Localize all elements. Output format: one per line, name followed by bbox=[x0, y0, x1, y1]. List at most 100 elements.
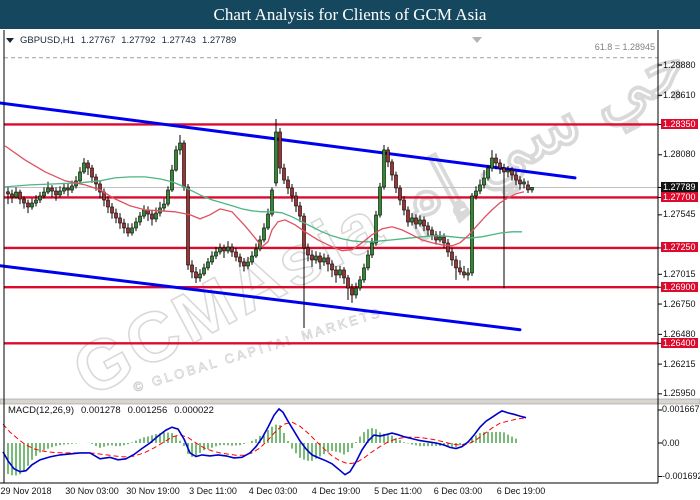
candle-body bbox=[394, 174, 398, 189]
candle-body bbox=[490, 157, 494, 169]
symbol-label: GBPUSD,H1 bbox=[20, 35, 75, 46]
current-price-badge: 1.27789 bbox=[661, 181, 698, 192]
macd-value-main: 0.001278 bbox=[81, 405, 121, 416]
candle-body bbox=[414, 217, 418, 225]
candle-body bbox=[458, 267, 462, 273]
chart-marker-triangle-icon bbox=[472, 37, 482, 43]
candle-body bbox=[210, 255, 214, 263]
ohlc-high: 1.27792 bbox=[121, 35, 156, 46]
price-tick-label: 1.26215 bbox=[663, 358, 696, 369]
candle-body bbox=[354, 287, 358, 296]
time-axis-label: 6 Dec 19:00 bbox=[496, 486, 546, 496]
candle-body bbox=[502, 167, 506, 173]
candle-body bbox=[62, 187, 66, 192]
candle-body bbox=[286, 179, 290, 189]
level-price-badge: 1.27250 bbox=[661, 242, 698, 253]
candle-body bbox=[514, 174, 518, 181]
candle-body bbox=[306, 247, 310, 256]
candle-body bbox=[138, 215, 142, 223]
macd-indicator-header: MACD(12,26,9) 0.001278 0.001256 0.000022 bbox=[8, 405, 214, 416]
candle-body bbox=[406, 209, 410, 223]
candle-body bbox=[350, 287, 354, 296]
time-axis-label: 4 Dec 19:00 bbox=[311, 486, 361, 496]
macd-main-line bbox=[2, 407, 527, 476]
candle-body bbox=[510, 169, 514, 176]
candle-body bbox=[42, 191, 46, 197]
candle-body bbox=[318, 255, 322, 263]
candle-body bbox=[270, 189, 274, 215]
candle-body bbox=[118, 217, 122, 224]
candle-body bbox=[154, 212, 158, 220]
time-axis-label: 6 Dec 03:00 bbox=[433, 486, 483, 496]
candle-body bbox=[106, 199, 110, 208]
candle-body bbox=[338, 269, 342, 276]
candle-body bbox=[358, 279, 362, 289]
time-axis-label: 3 Dec 11:00 bbox=[189, 486, 237, 496]
candle-body bbox=[122, 222, 126, 229]
candle-body bbox=[474, 190, 478, 197]
macd-scale-label: -0.001692 bbox=[662, 471, 700, 481]
macd-value-hist: 0.000022 bbox=[174, 405, 214, 416]
candle-body bbox=[214, 251, 218, 257]
candle-body bbox=[250, 255, 254, 263]
trendline-lower-channel[interactable] bbox=[0, 264, 522, 332]
candle-body bbox=[30, 202, 34, 208]
candle-body bbox=[150, 213, 154, 220]
price-tick-label: 1.27545 bbox=[663, 209, 696, 220]
candle-body bbox=[182, 142, 186, 188]
candle-body bbox=[342, 269, 346, 279]
candle-body bbox=[470, 195, 474, 274]
candle-body bbox=[194, 271, 198, 279]
candle-body bbox=[26, 202, 30, 208]
candle-body bbox=[206, 261, 210, 269]
candle-body bbox=[434, 234, 438, 241]
candle-body bbox=[314, 255, 318, 261]
candle-body bbox=[530, 187, 534, 191]
candle-body bbox=[18, 191, 22, 200]
candle-body bbox=[78, 171, 82, 182]
price-tick-label: 1.26750 bbox=[663, 298, 696, 309]
candle-body bbox=[346, 277, 350, 289]
symbol-dropdown-icon[interactable] bbox=[6, 38, 14, 43]
candle-body bbox=[46, 187, 50, 193]
window-title: Chart Analysis for Clients of GCM Asia bbox=[0, 0, 700, 29]
time-axis-label: 4 Dec 03:00 bbox=[248, 486, 298, 496]
macd-label: MACD(12,26,9) bbox=[8, 405, 74, 416]
candle-body bbox=[274, 131, 278, 184]
candle-body bbox=[498, 162, 502, 169]
candle-body bbox=[422, 219, 426, 227]
candle-body bbox=[478, 184, 482, 192]
candle-body bbox=[390, 161, 394, 176]
candle-body bbox=[190, 264, 194, 273]
price-tick-label: 1.27015 bbox=[663, 268, 696, 279]
candle-body bbox=[186, 186, 190, 266]
candle-body bbox=[134, 221, 138, 229]
candle-body bbox=[418, 219, 422, 225]
candle-body bbox=[34, 199, 38, 204]
candle-body bbox=[398, 187, 402, 201]
candle-body bbox=[322, 257, 326, 263]
ma-red-line bbox=[4, 145, 525, 252]
panel-separator[interactable] bbox=[0, 398, 700, 405]
ohlc-close: 1.27789 bbox=[201, 35, 237, 46]
time-axis-label: 30 Nov 19:00 bbox=[126, 486, 180, 496]
level-price-badge: 1.28350 bbox=[661, 118, 698, 129]
candle-body bbox=[282, 167, 286, 181]
candle-body bbox=[218, 247, 222, 253]
candle-body bbox=[266, 213, 270, 229]
symbol-header[interactable]: GBPUSD,H1 1.27767 1.27792 1.27743 1.2778… bbox=[6, 35, 236, 46]
candle-body bbox=[222, 247, 226, 252]
candle-body bbox=[326, 257, 330, 265]
candle-body bbox=[174, 149, 178, 171]
time-axis-label: 30 Nov 03:00 bbox=[65, 486, 119, 496]
candle-body bbox=[362, 267, 366, 281]
candle-body bbox=[82, 162, 86, 173]
candle-body bbox=[462, 271, 466, 276]
candle-body bbox=[230, 246, 234, 253]
candle-body bbox=[522, 181, 526, 185]
trendline-upper-channel[interactable] bbox=[0, 101, 577, 180]
candle-body bbox=[466, 272, 470, 276]
candle-body bbox=[482, 177, 486, 186]
